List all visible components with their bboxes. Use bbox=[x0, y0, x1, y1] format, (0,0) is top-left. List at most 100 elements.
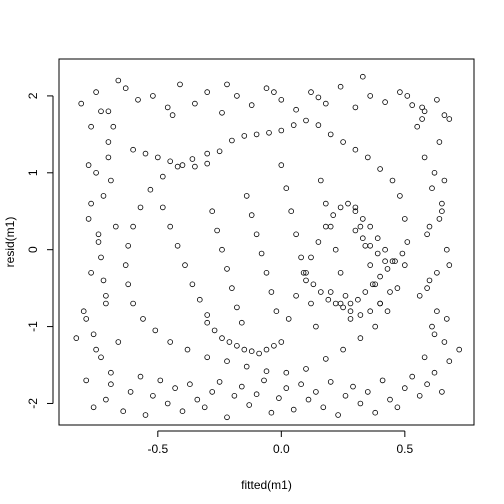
data-point bbox=[308, 254, 314, 261]
data-point bbox=[310, 281, 317, 288]
data-point bbox=[367, 243, 374, 249]
data-point bbox=[167, 339, 174, 345]
data-point bbox=[342, 292, 349, 299]
data-point bbox=[414, 123, 421, 130]
data-point bbox=[93, 346, 99, 353]
data-point bbox=[283, 185, 290, 192]
data-point bbox=[140, 316, 146, 322]
data-point bbox=[152, 327, 159, 334]
data-point bbox=[352, 204, 359, 211]
data-point bbox=[122, 85, 129, 91]
data-point bbox=[243, 193, 250, 199]
data-point bbox=[367, 262, 374, 268]
data-point bbox=[439, 200, 445, 207]
data-point bbox=[337, 204, 344, 211]
data-point bbox=[357, 312, 364, 318]
data-point bbox=[332, 300, 339, 307]
data-point bbox=[278, 97, 285, 103]
data-point bbox=[243, 363, 250, 370]
y-axis: -2 -1 0 1 2 bbox=[26, 92, 54, 409]
data-point bbox=[379, 377, 386, 384]
data-point bbox=[137, 204, 144, 211]
x-axis-label: fitted(m1) bbox=[241, 478, 292, 492]
data-point bbox=[374, 235, 381, 242]
data-point bbox=[115, 339, 122, 345]
data-point bbox=[367, 223, 374, 230]
data-point bbox=[352, 104, 359, 111]
data-point bbox=[174, 163, 181, 170]
data-point bbox=[216, 148, 223, 155]
data-point bbox=[130, 146, 136, 153]
data-point bbox=[439, 389, 445, 395]
data-point bbox=[93, 170, 99, 176]
data-point bbox=[394, 285, 401, 291]
data-point bbox=[394, 404, 401, 411]
y-tick-label: -2 bbox=[26, 398, 40, 409]
data-point bbox=[335, 412, 341, 418]
data-point bbox=[179, 162, 186, 168]
data-point bbox=[357, 335, 364, 341]
data-point bbox=[283, 385, 290, 391]
data-point bbox=[384, 308, 391, 315]
data-point bbox=[103, 292, 109, 299]
data-point bbox=[189, 156, 196, 162]
data-point bbox=[303, 366, 309, 372]
data-point bbox=[105, 154, 112, 161]
data-point bbox=[90, 331, 97, 338]
data-point bbox=[434, 269, 440, 276]
data-point bbox=[424, 381, 430, 388]
data-point bbox=[164, 104, 171, 111]
data-point bbox=[441, 339, 448, 345]
data-point bbox=[204, 150, 211, 157]
data-point bbox=[224, 358, 230, 365]
data-point bbox=[253, 231, 260, 238]
data-point bbox=[276, 395, 282, 401]
data-point bbox=[429, 185, 435, 192]
x-tick-label: 0.0 bbox=[273, 442, 290, 456]
data-point bbox=[271, 89, 277, 95]
data-point bbox=[209, 389, 216, 395]
data-point bbox=[315, 94, 322, 101]
data-point bbox=[271, 342, 277, 349]
data-point bbox=[389, 258, 396, 265]
data-point bbox=[441, 177, 448, 184]
data-point bbox=[377, 300, 383, 307]
data-point bbox=[105, 139, 112, 145]
data-point bbox=[322, 200, 329, 207]
data-point bbox=[397, 193, 403, 199]
data-point bbox=[436, 139, 443, 145]
data-point bbox=[125, 243, 131, 249]
data-point bbox=[340, 304, 346, 311]
data-point bbox=[150, 93, 156, 99]
y-tick-label: -1 bbox=[26, 321, 40, 332]
data-point bbox=[108, 381, 114, 388]
data-point bbox=[135, 97, 141, 103]
data-point bbox=[313, 389, 319, 395]
data-point bbox=[285, 316, 292, 322]
data-point bbox=[78, 100, 84, 107]
data-point bbox=[424, 231, 430, 238]
data-point bbox=[219, 335, 225, 341]
data-point bbox=[100, 193, 107, 199]
x-axis: -0.5 0.0 0.5 bbox=[147, 430, 413, 456]
data-point bbox=[204, 89, 211, 95]
data-point bbox=[182, 262, 188, 268]
data-point bbox=[315, 122, 322, 128]
data-point bbox=[229, 137, 235, 144]
data-point bbox=[108, 177, 114, 184]
data-point bbox=[298, 254, 304, 261]
data-point bbox=[313, 323, 319, 330]
data-point bbox=[382, 258, 388, 265]
data-point bbox=[93, 89, 99, 95]
data-point bbox=[421, 354, 428, 361]
data-point bbox=[204, 354, 211, 361]
data-point bbox=[204, 319, 211, 326]
data-point bbox=[377, 166, 383, 172]
data-points bbox=[73, 73, 463, 421]
data-point bbox=[83, 377, 89, 384]
data-point bbox=[424, 285, 430, 291]
data-point bbox=[303, 269, 309, 276]
data-point bbox=[122, 262, 129, 268]
data-point bbox=[382, 246, 388, 253]
data-point bbox=[317, 289, 324, 295]
